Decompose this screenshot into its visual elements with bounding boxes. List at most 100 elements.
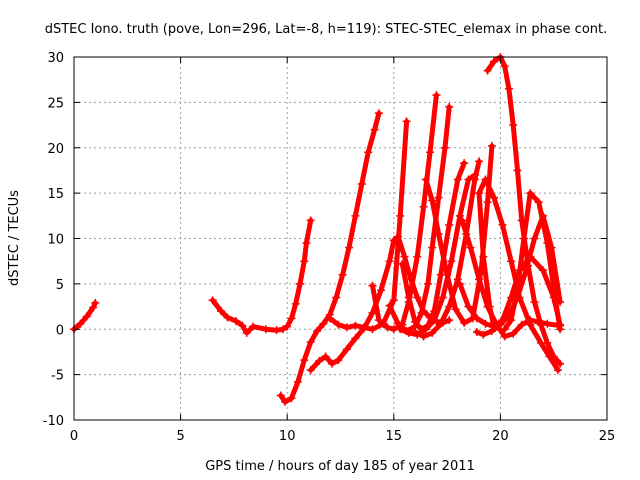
data-point: [455, 279, 464, 288]
data-point: [413, 252, 422, 261]
data-point: [483, 66, 492, 75]
data-point: [402, 117, 411, 126]
data-point: [332, 293, 341, 302]
x-axis-label: GPS time / hours of day 185 of year 2011: [205, 459, 475, 474]
data-point: [434, 229, 443, 238]
x-tick-label: 5: [176, 429, 184, 444]
series-line: [327, 118, 410, 332]
data-point: [534, 198, 543, 207]
data-point: [530, 234, 539, 243]
data-point: [460, 159, 469, 168]
data-point: [306, 337, 315, 346]
y-tick-label: 0: [56, 323, 64, 338]
data-point: [91, 298, 100, 307]
data-point: [396, 325, 405, 334]
data-point: [479, 252, 488, 261]
data-point: [470, 175, 479, 184]
data-point: [551, 298, 560, 307]
data-point: [377, 286, 386, 295]
data-point: [423, 279, 432, 288]
data-point: [553, 366, 562, 375]
data-point: [453, 175, 462, 184]
data-point: [374, 316, 383, 325]
series-line: [387, 104, 452, 334]
data-point: [302, 239, 311, 248]
data-point: [475, 157, 484, 166]
data-point: [464, 302, 473, 311]
data-point: [479, 330, 488, 339]
data-point: [543, 338, 552, 347]
data-point: [526, 320, 535, 329]
data-point: [368, 281, 377, 290]
series-line: [399, 160, 467, 332]
data-point: [496, 320, 505, 329]
x-tick-label: 15: [386, 429, 403, 444]
y-tick-label: 25: [47, 96, 64, 111]
data-point: [242, 328, 251, 337]
data-point: [82, 312, 91, 321]
data-point: [445, 302, 454, 311]
data-point: [500, 332, 509, 341]
data-point: [306, 216, 315, 225]
data-point: [417, 308, 426, 317]
data-point: [396, 211, 405, 220]
data-point: [306, 366, 315, 375]
data-point: [334, 356, 343, 365]
data-point: [374, 109, 383, 118]
data-point: [421, 175, 430, 184]
data-point: [483, 198, 492, 207]
data-point: [404, 328, 413, 337]
data-point: [389, 296, 398, 305]
data-point: [507, 257, 516, 266]
series-line: [457, 254, 563, 329]
data-point: [509, 329, 518, 338]
y-tick-label: -5: [51, 369, 64, 384]
data-point: [434, 193, 443, 202]
data-point: [445, 102, 454, 111]
data-point: [490, 323, 499, 332]
data-point: [385, 257, 394, 266]
data-point: [315, 357, 324, 366]
data-point: [232, 317, 241, 326]
data-point: [419, 332, 428, 341]
data-point: [398, 259, 407, 268]
y-tick-label: 5: [56, 278, 64, 293]
data-point: [276, 391, 285, 400]
data-point: [351, 211, 360, 220]
data-point: [440, 143, 449, 152]
data-point: [445, 220, 454, 229]
data-point: [208, 296, 217, 305]
data-point: [368, 325, 377, 334]
data-point: [383, 323, 392, 332]
data-point: [300, 356, 309, 365]
data-point: [293, 377, 302, 386]
data-point: [543, 319, 552, 328]
data-point: [223, 313, 232, 322]
data-point: [513, 166, 522, 175]
data-point: [472, 314, 481, 323]
data-point: [436, 319, 445, 328]
data-point: [472, 327, 481, 336]
y-tick-label: -10: [43, 414, 64, 429]
data-point: [530, 298, 539, 307]
data-point: [295, 279, 304, 288]
data-point: [370, 125, 379, 134]
data-point: [445, 316, 454, 325]
data-point: [432, 91, 441, 100]
data-point: [524, 261, 533, 270]
data-point: [421, 325, 430, 334]
data-point: [453, 275, 462, 284]
data-point: [325, 314, 334, 323]
data-point: [426, 148, 435, 157]
data-point: [291, 299, 300, 308]
data-point: [261, 325, 270, 334]
data-point: [283, 322, 292, 331]
data-point: [549, 352, 558, 361]
data-point: [507, 316, 516, 325]
x-tick-label: 10: [279, 429, 296, 444]
data-point: [238, 321, 247, 330]
series-layer: [70, 53, 565, 406]
data-point: [475, 275, 484, 284]
data-point: [278, 325, 287, 334]
data-point: [394, 319, 403, 328]
